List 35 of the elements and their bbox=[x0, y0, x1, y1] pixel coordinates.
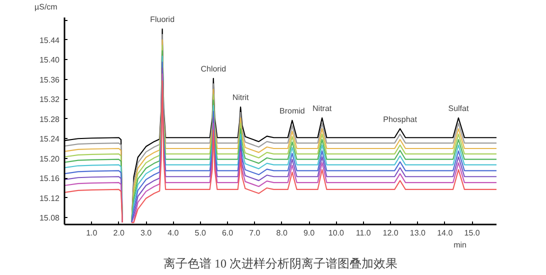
x-tick-label: 12.0 bbox=[382, 228, 399, 238]
y-tick-label: 15.44 bbox=[39, 36, 60, 45]
annotation: Sulfat bbox=[448, 104, 470, 113]
annotation: Nitrat bbox=[312, 104, 332, 113]
x-tick-label: 15.0 bbox=[464, 228, 480, 238]
x-tick-label: 11.0 bbox=[356, 228, 372, 238]
y-tick-label: 15.20 bbox=[39, 154, 60, 164]
annotation: Fluorid bbox=[150, 15, 175, 24]
annotation: Nitrit bbox=[232, 93, 250, 102]
y-tick-label: 15.12 bbox=[39, 194, 60, 203]
x-tick-label: 1.0 bbox=[86, 228, 98, 238]
x-tick-label: 13.0 bbox=[410, 228, 426, 238]
x-tick-label: 8.0 bbox=[276, 228, 288, 238]
text: 离子色谱 10 次进样分析阴离子谱图叠加效果 bbox=[164, 256, 398, 270]
y-tick-label: 15.40 bbox=[39, 56, 60, 65]
x-tick-label: 14.0 bbox=[437, 228, 454, 238]
y-tick-label: 15.16 bbox=[39, 174, 60, 184]
x-tick-label: 7.0 bbox=[249, 228, 261, 238]
y-tick-label: 15.24 bbox=[39, 134, 60, 144]
x-tick-label: 6.0 bbox=[222, 228, 234, 238]
x-axis-title: min bbox=[454, 240, 466, 250]
x-tick-label: 4.0 bbox=[168, 228, 180, 238]
y-axis-title: µS/cm bbox=[34, 2, 58, 12]
x-tick-label: 10.0 bbox=[328, 228, 345, 238]
annotation: Chlorid bbox=[200, 64, 226, 74]
y-tick-label: 15.08 bbox=[39, 214, 60, 223]
x-tick-label: 5.0 bbox=[194, 228, 206, 238]
y-tick-label: 15.32 bbox=[39, 95, 60, 104]
x-tick-label: 3.0 bbox=[140, 228, 152, 238]
x-tick-label: 9.0 bbox=[303, 228, 316, 238]
annotation: Bromid bbox=[280, 106, 305, 116]
annotation: Phosphat bbox=[383, 114, 418, 124]
x-tick-label: 2.0 bbox=[113, 228, 125, 238]
y-tick-label: 15.36 bbox=[39, 75, 60, 84]
y-tick-label: 15.28 bbox=[39, 114, 60, 124]
